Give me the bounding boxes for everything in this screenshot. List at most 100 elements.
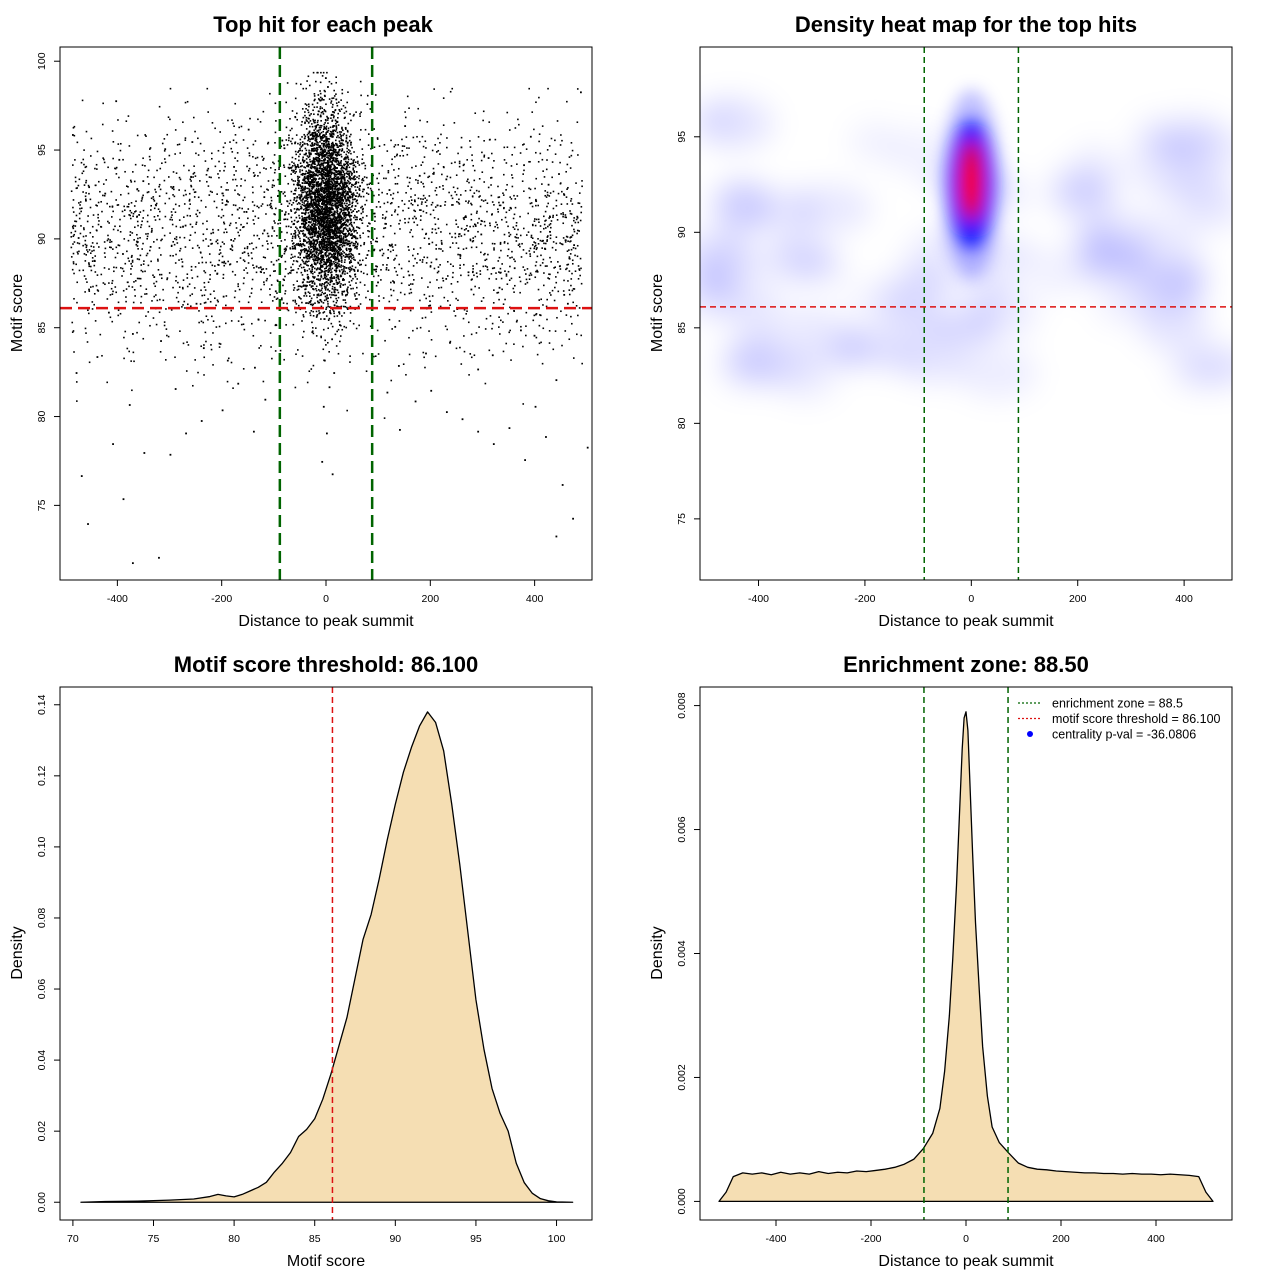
scatter-point [326, 152, 328, 155]
scatter-point [445, 278, 448, 280]
scatter-point [82, 269, 85, 272]
scatter-point [292, 323, 295, 326]
scatter-point [303, 233, 306, 236]
scatter-point [470, 356, 473, 359]
scatter-point [275, 324, 278, 327]
scatter-point [338, 278, 340, 281]
scatter-point [78, 202, 80, 204]
scatter-point [336, 226, 339, 228]
scatter-point [538, 140, 540, 143]
scatter-point [299, 253, 301, 256]
scatter-point [363, 241, 366, 244]
scatter-point [422, 194, 425, 197]
scatter-point [224, 204, 227, 206]
scatter-point [221, 261, 223, 264]
scatter-point [543, 242, 545, 245]
scatter-point [126, 281, 129, 284]
scatter-point [83, 253, 86, 255]
scatter-point [138, 258, 141, 261]
scatter-point [475, 332, 478, 334]
scatter-point [246, 147, 249, 149]
scatter-point [362, 211, 364, 213]
scatter-point [431, 295, 434, 297]
scatter-point [240, 125, 243, 128]
scatter-point [142, 337, 145, 340]
scatter-point [206, 87, 209, 90]
scatter-point [366, 183, 369, 186]
scatter-point [274, 141, 276, 144]
scatter-point [307, 144, 309, 146]
scatter-point [478, 196, 480, 198]
scatter-point [189, 294, 192, 297]
scatter-point [158, 311, 161, 314]
scatter-point [213, 290, 215, 292]
scatter-point [78, 217, 81, 220]
scatter-point [320, 318, 322, 320]
scatter-point [333, 89, 335, 92]
scatter-point [334, 216, 336, 218]
scatter-point [201, 294, 204, 297]
scatter-point [333, 256, 335, 258]
scatter-point [319, 290, 321, 292]
scatter-point [297, 142, 299, 145]
scatter-point [321, 228, 323, 231]
scatter-point [253, 204, 256, 207]
scatter-point [334, 264, 337, 266]
scatter-point [161, 142, 164, 145]
scatter-point [314, 119, 316, 122]
scatter-point [373, 248, 376, 251]
scatter-point [230, 248, 232, 251]
scatter-point [497, 291, 500, 294]
scatter-point [230, 309, 233, 312]
scatter-point [162, 299, 165, 302]
scatter-point [335, 263, 338, 266]
scatter-point [324, 184, 327, 187]
scatter-point [336, 262, 339, 264]
scatter-point [231, 249, 234, 252]
scatter-point [505, 189, 507, 191]
scatter-point [547, 235, 549, 237]
scatter-point [256, 156, 259, 159]
scatter-point [334, 183, 337, 185]
scatter-point [507, 242, 509, 245]
scatter-point [272, 161, 274, 164]
scatter-point [529, 253, 531, 255]
scatter-point [352, 161, 355, 163]
scatter-point [511, 256, 513, 259]
scatter-point [313, 173, 316, 175]
scatter-point [413, 209, 415, 212]
scatter-point [72, 235, 75, 238]
scatter-point [423, 356, 425, 359]
scatter-point [350, 119, 352, 122]
scatter-point [441, 250, 444, 252]
scatter-point [362, 352, 364, 355]
scatter-point [316, 278, 318, 281]
scatter-point [189, 203, 191, 205]
scatter-point [311, 263, 313, 266]
scatter-point [177, 281, 179, 284]
scatter-point [578, 202, 581, 205]
scatter-point [303, 212, 306, 215]
scatter-point [328, 159, 330, 161]
scatter-point [163, 150, 166, 152]
scatter-point [193, 165, 195, 167]
scatter-point [539, 264, 542, 267]
scatter-point [563, 193, 565, 195]
scatter-point [294, 237, 297, 239]
scatter-point [314, 202, 316, 205]
scatter-point [109, 241, 111, 243]
scatter-point [338, 154, 341, 157]
scatter-point [316, 209, 318, 212]
scatter-point [573, 217, 575, 219]
scatter-point [195, 223, 197, 225]
scatter-point [201, 256, 203, 259]
scatter-point [159, 167, 162, 170]
scatter-point [327, 172, 330, 174]
scatter-point [87, 309, 89, 312]
scatter-point [568, 270, 571, 272]
scatter-point [301, 259, 304, 261]
scatter-point [360, 129, 362, 131]
scatter-point [423, 156, 426, 158]
scatter-point [274, 350, 277, 352]
scatter-point [309, 246, 312, 248]
